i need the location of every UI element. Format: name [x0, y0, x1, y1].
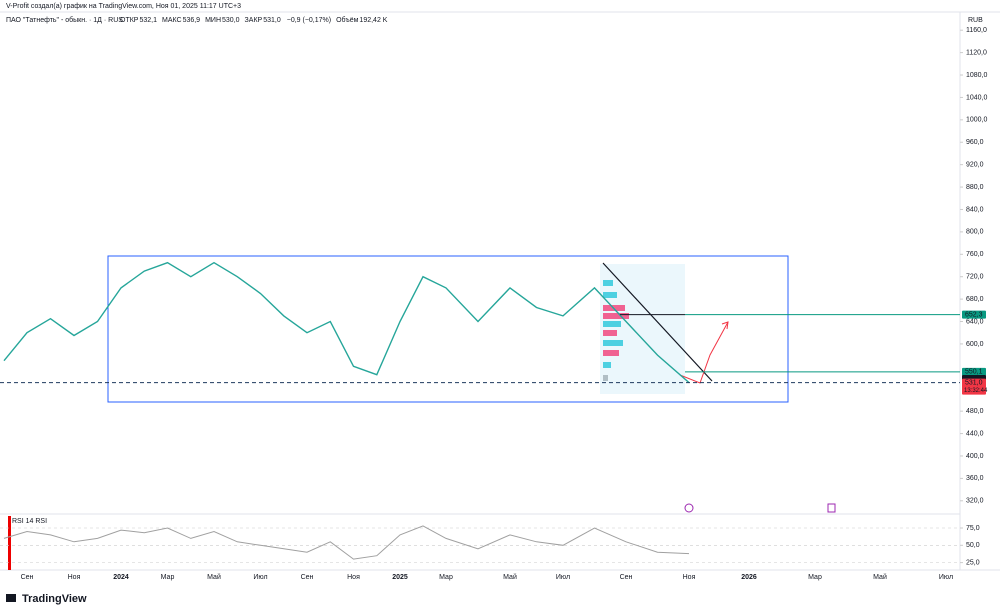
- y-tick-label: 400,0: [966, 453, 984, 460]
- x-tick-label: 2024: [113, 574, 129, 581]
- y-tick-label: 1120,0: [966, 49, 987, 56]
- ohlc-label: Объём: [336, 16, 358, 24]
- title: ПАО "Татнефть" - обыкн. · 1Д · RUS: [6, 16, 123, 24]
- y-tick-label: 1080,0: [966, 72, 988, 79]
- event-icon: [827, 503, 836, 513]
- subtitle: V-Profit создал(а) график на TradingView…: [6, 3, 241, 10]
- y-tick-label: 800,0: [966, 229, 984, 236]
- x-tick-label: Сен: [301, 574, 314, 581]
- price-tag: [962, 378, 986, 395]
- currency: RUB: [968, 17, 983, 24]
- price-tag: [962, 367, 986, 376]
- x-tick-label: Сен: [21, 574, 34, 581]
- price-tag-label: 652,3: [965, 311, 983, 318]
- y-tick-label: 1160,0: [966, 27, 987, 34]
- y-tick-label: 600,0: [966, 341, 984, 348]
- price-tag-label: 531,0: [965, 379, 983, 386]
- y-tick-label: 640,0: [966, 318, 984, 325]
- x-tick-label: 2025: [392, 574, 408, 581]
- x-tick-label: Сен: [620, 574, 633, 581]
- y-tick-label: 320,0: [966, 498, 984, 505]
- volume-profile-area: [600, 264, 685, 394]
- range-box: [107, 255, 789, 403]
- y-tick-label: 360,0: [966, 475, 984, 482]
- ohlc-value: 530,0: [222, 17, 240, 24]
- ohlc-value: 532,1: [139, 17, 157, 24]
- arrow-head: [721, 321, 729, 330]
- x-tick-label: Ноя: [347, 574, 360, 581]
- ohlc-value: 536,9: [183, 17, 201, 24]
- event-icon: [684, 503, 694, 513]
- x-tick-label: Ноя: [68, 574, 81, 581]
- x-tick-label: Июл: [556, 574, 570, 581]
- brand: TradingView: [22, 593, 87, 605]
- y-tick-label: 960,0: [966, 139, 984, 146]
- countdown: 13:32:44: [964, 388, 988, 394]
- y-tick-label: 440,0: [966, 430, 984, 437]
- y-tick-label: 1040,0: [966, 94, 988, 101]
- ohlc-label: МИН: [205, 17, 221, 24]
- y-tick-label: 50,0: [966, 542, 980, 549]
- y-tick-label: 760,0: [966, 251, 984, 258]
- ohlc-label: МАКС: [162, 17, 182, 24]
- y-tick-label: 680,0: [966, 296, 984, 303]
- x-tick-label: Мар: [439, 574, 453, 581]
- y-tick-label: 720,0: [966, 274, 984, 281]
- ohlc-value: 531,0: [263, 17, 281, 24]
- x-tick-label: Мар: [808, 574, 822, 581]
- y-tick-label: 480,0: [966, 408, 984, 415]
- price-tag: [962, 310, 986, 319]
- y-tick-label: 25,0: [966, 559, 980, 566]
- rsi-line: [3, 525, 690, 560]
- price-line: [3, 261, 690, 384]
- x-tick-label: Ноя: [683, 574, 696, 581]
- x-tick-label: Июл: [253, 574, 267, 581]
- ohlc-value: −0,9 (−0,17%): [287, 17, 331, 24]
- logo: TradingView: [6, 593, 87, 605]
- ohlc-label: ЗАКР: [245, 17, 263, 24]
- ohlc-value: 192,42 K: [359, 17, 387, 24]
- ohlc-label: ОТКР: [120, 17, 139, 24]
- rsi-marker: [8, 516, 11, 570]
- y-tick-label: 840,0: [966, 206, 984, 213]
- x-tick-label: Мар: [161, 574, 175, 581]
- x-tick-label: Май: [873, 573, 887, 581]
- y-tick-label: 920,0: [966, 162, 984, 169]
- y-tick-label: 880,0: [966, 184, 984, 191]
- trend-line: [602, 262, 713, 382]
- rsi-title: RSI 14 RSI: [12, 518, 47, 525]
- x-tick-label: Май: [503, 573, 517, 581]
- y-tick-label: 75,0: [966, 525, 980, 532]
- x-tick-label: Июл: [939, 574, 953, 581]
- y-tick-label: 1000,0: [966, 117, 988, 124]
- x-tick-label: 2026: [741, 574, 757, 581]
- forecast-arrow: [679, 321, 729, 384]
- price-tag-label: 550,1: [965, 369, 983, 376]
- x-tick-label: Май: [207, 573, 221, 581]
